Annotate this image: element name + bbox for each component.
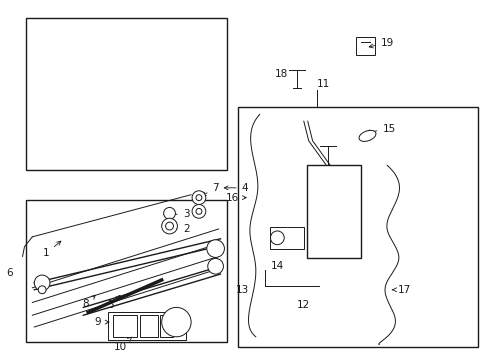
Text: 3: 3: [164, 209, 190, 219]
Circle shape: [34, 275, 50, 291]
Text: 8: 8: [82, 295, 95, 310]
Circle shape: [207, 240, 224, 257]
Text: 17: 17: [392, 285, 412, 295]
Text: 2: 2: [164, 224, 190, 234]
Circle shape: [192, 204, 206, 218]
Text: 9: 9: [95, 317, 109, 327]
Text: 4: 4: [224, 183, 248, 193]
Text: 5: 5: [107, 296, 120, 310]
Circle shape: [166, 222, 173, 230]
Bar: [140, 315, 158, 337]
Text: 10: 10: [114, 337, 132, 352]
Bar: [356, 37, 375, 55]
Text: 1: 1: [43, 241, 61, 258]
Ellipse shape: [359, 130, 376, 141]
Text: 7: 7: [202, 183, 219, 196]
Bar: [108, 312, 186, 340]
Bar: [160, 315, 173, 337]
Bar: [270, 227, 304, 249]
Text: 13: 13: [235, 285, 249, 295]
Text: 14: 14: [270, 261, 284, 271]
Text: 18: 18: [274, 69, 288, 79]
Text: 12: 12: [297, 301, 311, 310]
Bar: [307, 165, 361, 258]
Circle shape: [162, 218, 177, 234]
Bar: [113, 315, 137, 337]
Bar: [26, 199, 227, 342]
Circle shape: [196, 208, 202, 214]
Circle shape: [164, 207, 175, 219]
Text: 6: 6: [6, 268, 13, 278]
Text: 19: 19: [369, 38, 394, 48]
Circle shape: [270, 231, 284, 245]
Bar: [238, 107, 478, 347]
Circle shape: [192, 191, 206, 204]
Text: 15: 15: [366, 124, 396, 134]
Circle shape: [208, 258, 223, 274]
Text: 16: 16: [225, 193, 246, 203]
Circle shape: [162, 307, 191, 337]
Circle shape: [38, 286, 46, 294]
Bar: [26, 18, 227, 170]
Circle shape: [196, 195, 202, 201]
Text: 11: 11: [317, 79, 330, 89]
